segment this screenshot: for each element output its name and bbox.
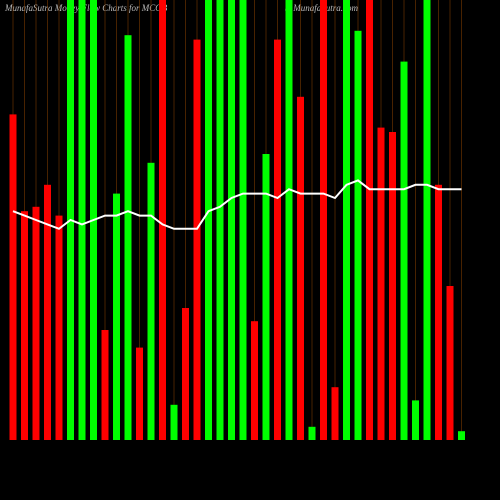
bar <box>320 0 327 440</box>
bar <box>262 154 270 440</box>
bar <box>446 286 454 440</box>
bar <box>458 431 465 440</box>
bar <box>423 0 431 440</box>
bar <box>412 400 419 440</box>
bar <box>170 404 178 440</box>
bar <box>354 30 362 441</box>
bar <box>21 211 28 440</box>
bar <box>389 132 396 440</box>
bar <box>55 215 63 440</box>
bar <box>239 0 247 440</box>
bar <box>297 96 304 441</box>
bar <box>308 426 316 440</box>
chart-title: MunafaSutra Money Flow Charts for MCOB <box>4 3 168 13</box>
bar <box>435 184 442 440</box>
bar <box>101 330 109 440</box>
bar <box>228 0 235 440</box>
bar <box>124 35 132 440</box>
bar <box>193 39 201 440</box>
bar <box>377 127 385 440</box>
bar <box>205 0 212 440</box>
bar <box>159 0 166 440</box>
bar <box>44 184 51 440</box>
bar <box>182 308 189 440</box>
bar <box>113 193 120 440</box>
money-flow-line <box>12 179 462 230</box>
bar <box>274 39 281 440</box>
bar <box>331 387 339 440</box>
bar <box>9 114 17 441</box>
bar <box>251 321 258 440</box>
bar <box>366 0 373 440</box>
plot <box>9 0 465 441</box>
bar <box>136 347 143 440</box>
bar <box>147 162 155 441</box>
bar <box>216 0 224 440</box>
bar <box>32 206 40 440</box>
bar <box>400 61 408 440</box>
bar <box>78 0 86 440</box>
bar <box>343 0 350 440</box>
bar <box>285 0 293 440</box>
